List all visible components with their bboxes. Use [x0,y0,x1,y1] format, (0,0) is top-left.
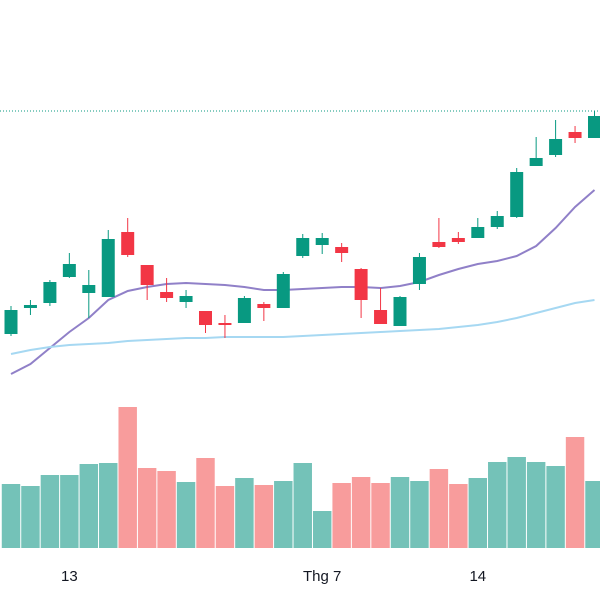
candle-body [101,239,115,297]
candle-body [471,227,485,238]
volume-bar [293,463,312,548]
x-tick-label: 13 [61,568,78,585]
volume-bar [410,481,429,548]
candle-body [179,296,193,302]
volume-bar [585,481,600,548]
volume-bar [118,407,137,548]
volume-bar [254,485,274,548]
volume-bar [312,511,332,548]
candle-body [296,238,310,256]
volume-bar [332,483,351,548]
volume-bar [21,486,40,548]
candle-body [43,282,57,303]
candle-body [510,172,524,217]
candle-body [140,265,154,285]
volume-bar [157,471,176,548]
candle-body [412,257,426,284]
candle-body [4,310,18,334]
volume-bar [274,481,293,548]
volume-bar [390,477,410,548]
volume-bar [137,468,157,548]
candle-body [160,292,174,298]
x-tick-label: 14 [469,568,486,585]
volume-bar [429,469,449,548]
candle-body [432,242,446,247]
volume-bar [468,478,488,548]
volume-bar [79,464,99,548]
volume-bar [40,475,60,548]
candle-body [529,158,543,166]
volume-bar [196,458,215,548]
x-tick-label: Thg 7 [303,568,341,585]
candle-body [549,139,563,155]
candle-body [451,238,465,242]
candle-body [82,285,96,293]
candle-body [276,274,290,308]
volume-bar [1,484,21,548]
volume-bar [488,462,507,548]
moving-average [10,299,595,355]
candle-body [23,305,37,308]
volume-bar [235,478,254,548]
volume-bar [546,466,565,548]
volume-bar [176,482,196,548]
candle-body [315,238,329,245]
candle-body [354,269,368,300]
volume-bar [371,483,390,548]
volume-bar [449,484,468,548]
volume-bar [215,486,235,548]
candle-body [237,298,251,323]
volume-bar [507,457,526,548]
candle-body [490,216,504,227]
candle-body [121,232,135,255]
candle-body [335,247,349,253]
volume-bar [351,477,371,548]
moving-average [10,189,596,375]
candle-body [588,116,600,138]
volume-bar [565,437,585,548]
candle-body [62,264,76,277]
candle-body [218,323,232,325]
volume-bar [60,475,79,548]
candle-body [374,310,388,324]
candle-body [199,311,212,325]
candle-body [393,297,407,326]
candle-body [568,132,582,138]
volume-bar [99,463,118,548]
volume-bar [526,462,546,548]
candle-body [257,304,271,308]
